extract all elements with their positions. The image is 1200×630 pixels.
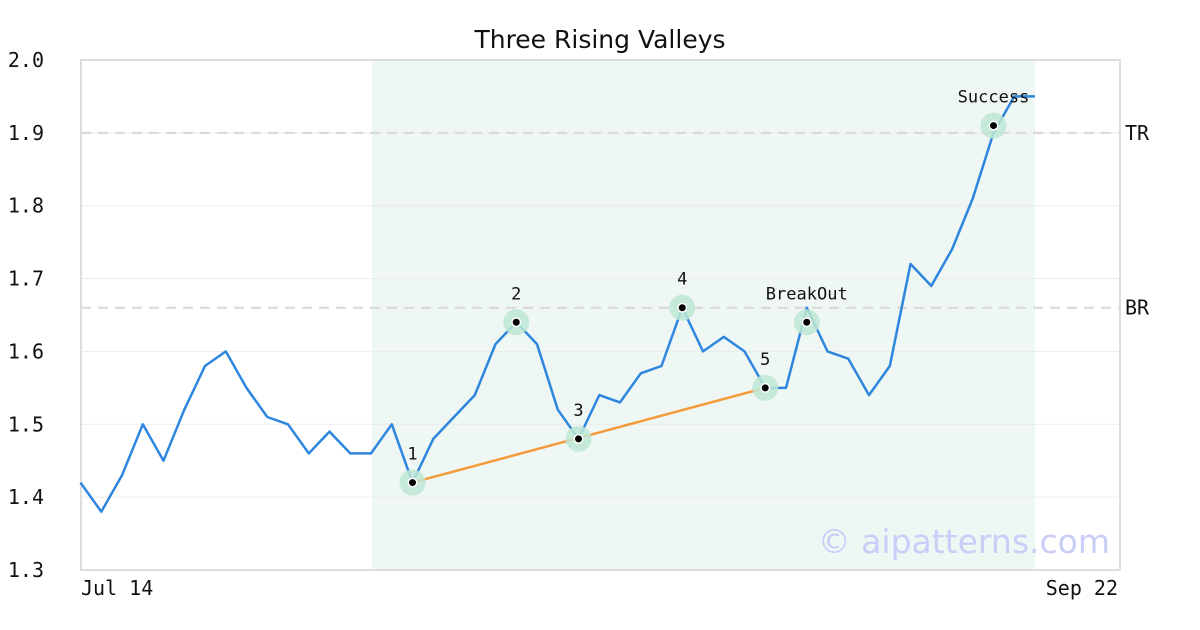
level-label-br: BR (1125, 296, 1150, 320)
annotation-label: 2 (511, 284, 521, 304)
y-tick-label: 1.5 (8, 412, 44, 436)
annotation-label: Success (958, 88, 1030, 108)
marker-dot (678, 304, 686, 312)
y-tick-label: 1.4 (8, 485, 44, 509)
marker-dot (575, 435, 582, 443)
y-tick-label: 2.0 (8, 48, 44, 72)
pattern-window-shade (372, 60, 1035, 570)
marker-dot (803, 318, 811, 326)
chart-title: Three Rising Valleys (473, 25, 725, 54)
ticks-layer: 1.3 1.4 1.5 1.6 1.7 1.8 1.9 2.0 Jul 14 Sep 22 (8, 48, 1118, 600)
pattern-window-layer (372, 60, 1035, 570)
marker-dot (990, 122, 997, 130)
annotation-label: 3 (573, 401, 583, 421)
x-tick-label: Jul 14 (81, 576, 153, 600)
annotation-label: 1 (407, 445, 417, 465)
levels-layer: TR BR (81, 121, 1150, 320)
y-tick-label: 1.8 (8, 194, 44, 218)
y-tick-label: 1.9 (8, 121, 44, 145)
annotation-label: 5 (760, 350, 770, 370)
annotation-label: 4 (677, 270, 687, 290)
marker-dot (761, 384, 769, 392)
y-tick-label: 1.6 (8, 339, 44, 363)
y-tick-label: 1.7 (8, 267, 44, 291)
watermark: © aipatterns.com (818, 522, 1110, 561)
marker-dot (409, 479, 416, 487)
marker-dot (512, 318, 520, 326)
markers-layer: 1 2 3 4 5 BreakOut Success (399, 88, 1030, 496)
series-layer (79, 95, 1035, 513)
x-tick-label: Sep 22 (1046, 576, 1118, 600)
price-series-line (79, 95, 1035, 513)
y-tick-label: 1.3 (8, 558, 44, 582)
plot-frame (80, 59, 1121, 571)
annotation-label: BreakOut (766, 284, 848, 304)
level-label-tr: TR (1125, 121, 1150, 145)
